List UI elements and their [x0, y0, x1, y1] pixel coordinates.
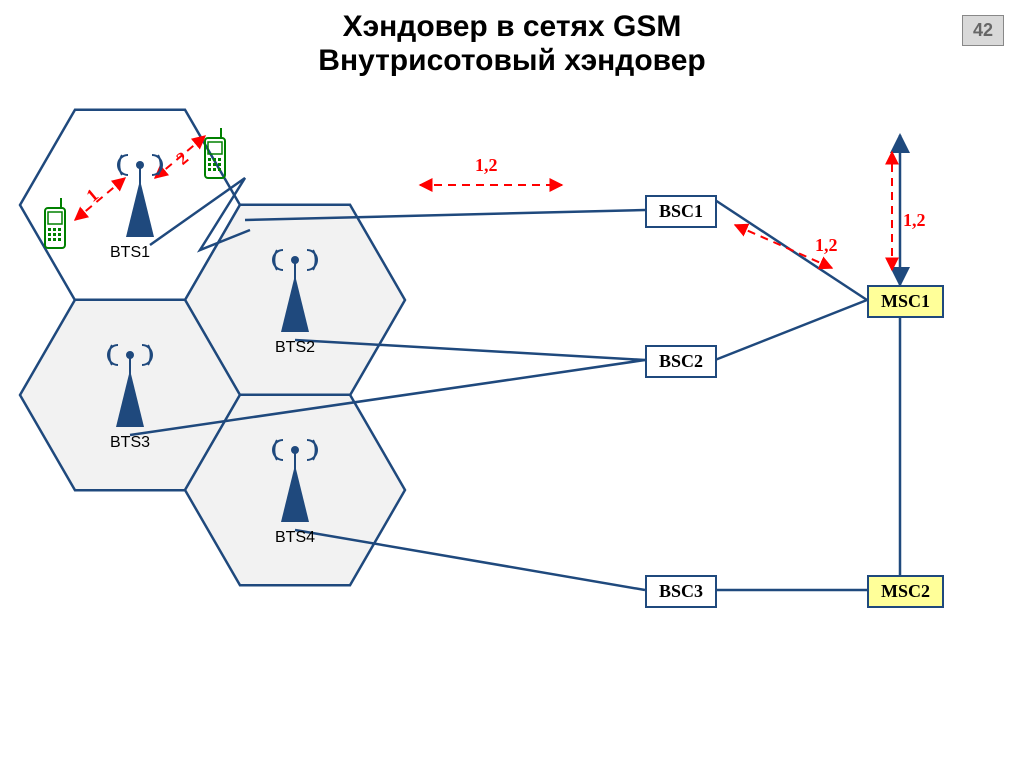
- bsc2-node: BSC2: [645, 345, 717, 378]
- bsc1-node: BSC1: [645, 195, 717, 228]
- bts3-label: BTS3: [110, 434, 150, 452]
- phone-icon: [205, 128, 225, 178]
- connection-line: [715, 300, 867, 360]
- bts4-label: BTS4: [275, 529, 315, 547]
- bsc3-label: BSC3: [659, 581, 703, 601]
- msc2-label: MSC2: [881, 581, 930, 601]
- signal-label-1: 1,2: [475, 155, 498, 176]
- bsc3-node: BSC3: [645, 575, 717, 608]
- msc1-node: MSC1: [867, 285, 944, 318]
- diagram-canvas: [0, 0, 1024, 767]
- signal-label-3: 1,2: [903, 210, 926, 231]
- bsc1-label: BSC1: [659, 201, 703, 221]
- bts2-label: BTS2: [275, 339, 315, 357]
- msc1-label: MSC1: [881, 291, 930, 311]
- msc2-node: MSC2: [867, 575, 944, 608]
- bsc2-label: BSC2: [659, 351, 703, 371]
- bts1-label: BTS1: [110, 244, 150, 262]
- signal-label-2: 1,2: [815, 235, 838, 256]
